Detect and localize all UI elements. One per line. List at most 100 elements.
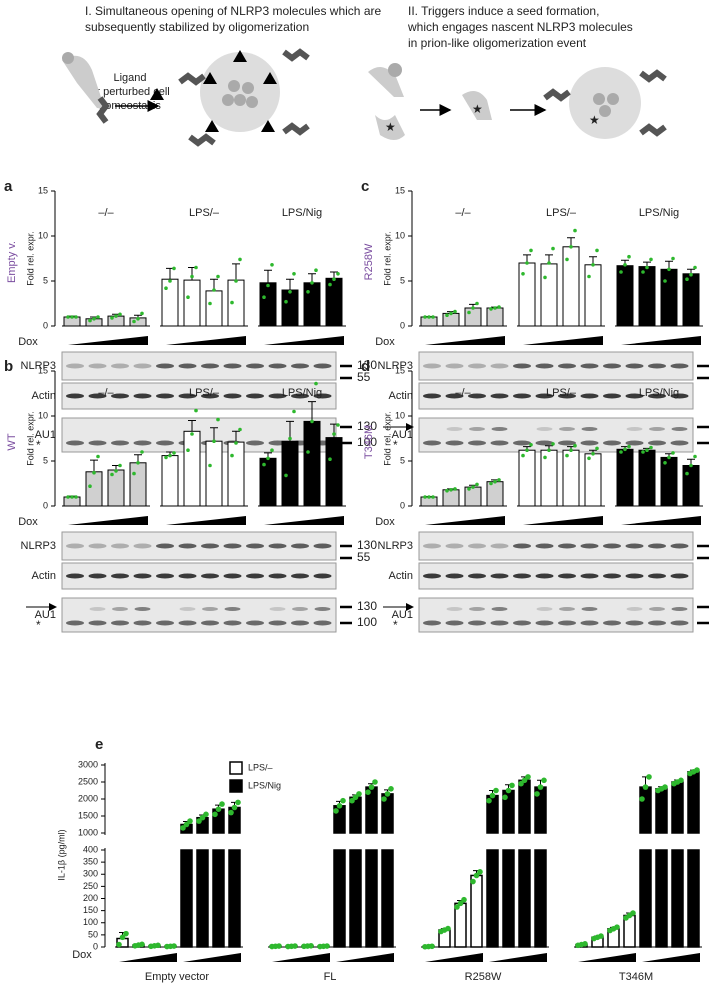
data-point [194,408,198,413]
data-point [306,450,310,454]
data-point [336,272,340,276]
error-bar [264,269,272,283]
blot-label: NLRP3 [21,540,56,552]
data-point [219,801,225,807]
blot-band [111,573,129,579]
data-point [352,794,359,801]
data-point [457,900,464,907]
y-tick-label: 0 [93,941,98,951]
data-point [453,309,457,314]
asterisk: * [36,438,41,452]
marker-label: 130 [357,599,377,613]
data-point [136,461,140,465]
bar [540,263,558,327]
bar [161,278,179,327]
y-tick-label: 0 [400,320,405,330]
bar-lower [502,849,515,948]
blot-band [423,543,441,549]
blot-band [313,620,332,626]
blot-band [603,620,621,626]
blot-label: AU1 [35,429,56,441]
data-point [565,453,569,458]
blot-band [625,393,644,399]
data-point [573,443,577,448]
panel-label: e [95,736,103,753]
data-point [521,453,525,458]
group-label: LPS/– [189,207,220,219]
data-point [627,254,631,259]
blot-band [88,620,107,626]
bar [85,471,103,507]
bar [660,268,678,327]
blot-band [156,393,174,399]
data-point [136,317,140,321]
group-label: LPS/– [189,387,220,399]
blot-band [88,573,107,579]
data-point [693,265,697,270]
blot-band [648,393,666,399]
scheme-2: II. Triggers induce a seed formation, wh… [368,4,667,140]
group-label: LPS/– [546,387,577,399]
data-point [164,286,168,291]
data-point [486,797,492,804]
blot-band [513,363,531,369]
data-point [427,495,431,499]
blot-band [671,427,688,431]
data-point [310,281,314,285]
blot-band [111,440,129,446]
data-point [238,257,242,262]
blot-band [490,393,509,399]
blot-band [223,620,242,626]
data-point [88,318,92,323]
panel-label: a [4,178,13,195]
blot-band [670,393,689,399]
data-point [493,306,497,310]
bar [616,448,634,507]
blot [418,382,694,410]
data-point [187,818,193,824]
bar [518,262,536,327]
blot-band [648,363,666,369]
blot-band [88,393,107,399]
blot-band [111,543,129,549]
blot-band [88,440,107,446]
data-point [168,279,172,283]
data-point [693,454,697,459]
bar [129,462,147,507]
bar [660,456,678,507]
data-point [324,943,330,949]
data-point [667,455,671,460]
side-label: T346M [363,425,375,459]
data-point [543,275,547,280]
blot-band [558,573,576,579]
y-tick-label: 50 [88,929,98,939]
data-point [172,266,176,271]
bar-upper [671,781,684,834]
blot-band [513,393,531,399]
data-point [595,248,599,253]
blot-band [66,573,84,579]
blot-band [445,543,464,549]
data-point [228,809,234,816]
bar [303,420,321,507]
blot-band [133,620,152,626]
data-point [332,432,336,436]
bar [470,874,483,948]
bar [486,307,504,327]
bar [584,453,602,507]
data-point [649,445,653,450]
data-point [66,315,70,319]
marker-label: 55 [357,370,371,384]
bar-lower [518,849,531,948]
data-point [505,787,512,794]
blot-band [246,573,264,579]
asterisk: * [393,618,398,632]
blot-band [178,620,197,626]
data-point [288,290,292,294]
blot-band [201,573,219,579]
data-point [569,245,573,249]
error-bar [188,420,196,432]
blot-band [178,573,197,579]
blot-band [111,620,129,626]
data-point [473,872,480,879]
